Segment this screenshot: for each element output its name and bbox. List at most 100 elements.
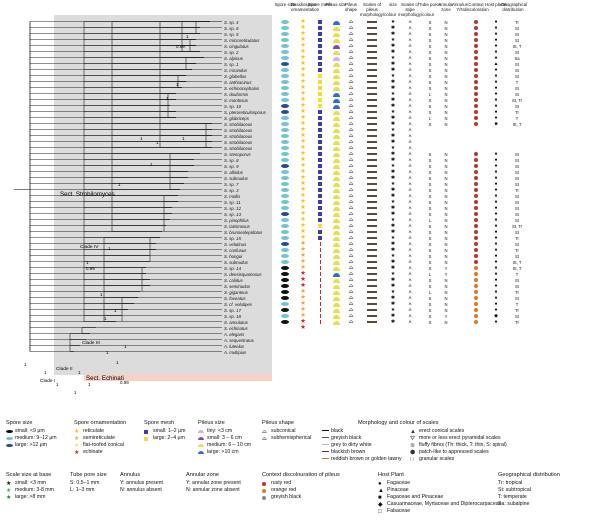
context-discoloration-dot (474, 218, 478, 222)
context-discoloration-dot (474, 86, 478, 90)
mesh-small-square (318, 218, 322, 222)
pileus-shape-icon: ⌓ (348, 193, 354, 199)
legend-host-item: Pinaceae (387, 487, 409, 493)
scale-size-star: ★ (390, 163, 396, 169)
ornamentation-star: ★ (300, 276, 306, 283)
pileus-shape-icon: ⌓ (348, 223, 354, 229)
geo-distribution-value: St, Tr (511, 223, 522, 229)
support-value: 1 (156, 140, 159, 145)
annular-zone-value: N (444, 121, 448, 127)
pileus-size-dome (332, 261, 340, 265)
tube-pore-value: S (428, 295, 432, 301)
context-discoloration-dot (474, 206, 478, 210)
taxon-label: S. sp. 8 (224, 157, 239, 163)
tube-pore-value: L (428, 217, 432, 223)
scale-size-star: ✱ (390, 295, 396, 301)
spore-size-mark (281, 38, 289, 42)
scales-pileus-bar (367, 321, 377, 323)
stipe-scales-icon: ⩚ (408, 19, 412, 25)
host-plant-icon: ● (494, 271, 498, 277)
taxon-label: S. sp. 17 (224, 307, 241, 313)
geo-distribution-value: Tr (515, 187, 519, 193)
tube-pore-value: S (428, 103, 432, 109)
support-value: 1 (114, 308, 117, 313)
taxon-label: S. sp. 9 (224, 163, 239, 169)
clade-label-iv: Clade IV (80, 244, 99, 250)
tube-pore-value: S (428, 265, 432, 271)
ornamentation-star: ★ (300, 102, 306, 109)
stipe-scales-icon: ⩚ (408, 205, 412, 211)
ornamentation-star: ★ (300, 96, 306, 103)
legend-ornamentation-item: echinate (83, 449, 103, 455)
column-header-pileus_size: Pileus size (325, 2, 347, 7)
annular-zone-value: N (444, 283, 448, 289)
pileus-shape-icon: ⌓ (348, 79, 354, 85)
taxon-label: S. confusus (224, 247, 247, 253)
ornamentation-star: ★ (300, 240, 306, 247)
mesh-small-square (318, 140, 322, 144)
mesh-small-square (318, 230, 322, 234)
stipe-scales-icon: ⩚ (408, 247, 412, 253)
mesh-none-bar (319, 284, 321, 288)
host-plant-icon: ● (494, 19, 498, 25)
ornamentation-star: ★ (300, 120, 306, 127)
legend-morph-colour-item: grey to dirty white (331, 442, 372, 448)
tube-pore-value: S (428, 25, 432, 31)
scale-size-star: ✱ (390, 49, 396, 55)
pileus-shape-icon: ⌓ (348, 307, 354, 313)
tube-pore-value: S (428, 97, 432, 103)
taxon-label: S. mollis (224, 193, 241, 199)
scale-size-star: ✱ (390, 229, 396, 235)
taxon-label: S. strobilaceus (224, 145, 253, 151)
scales-pileus-bar (367, 87, 377, 89)
legend-tube-pore-item: S: 0.5–1 mm (70, 480, 100, 486)
pileus-shape-icon: ⌓ (348, 31, 354, 37)
host-plant-icon: ● (494, 43, 498, 49)
context-discoloration-dot (474, 38, 478, 42)
context-discoloration-dot (474, 296, 478, 300)
pileus-shape-icon: ⌓ (348, 259, 354, 265)
spore-size-mark (281, 290, 289, 294)
ornamentation-star: ★ (300, 48, 306, 55)
taxon-label: A. luteolus (224, 343, 245, 349)
legend-ornamentation-item-swatch: ★ (74, 442, 80, 449)
context-discoloration-dot (474, 182, 478, 186)
column-header-sporesize: Spore size (274, 2, 296, 7)
ornamentation-star: ★ (300, 264, 306, 271)
pileus-size-dome (332, 177, 340, 181)
spore-size-mark (281, 308, 289, 312)
pileus-shape-icon: ⌓ (348, 313, 354, 319)
taxon-label: S. sp. 14 (224, 265, 241, 271)
pileus-shape-icon: ⌓ (348, 301, 354, 307)
support-value: 1 (140, 136, 143, 141)
geo-distribution-value: St (515, 61, 519, 67)
host-plant-icon: ● (494, 265, 498, 271)
geo-distribution-value: St (515, 73, 519, 79)
support-value: 1 (176, 82, 179, 87)
legend-mesh-item-swatch (144, 436, 148, 441)
tube-pore-value: S (428, 313, 432, 319)
support-value: 0.99 (86, 266, 95, 271)
annular-zone-value: N (444, 289, 448, 295)
mesh-small-square (318, 26, 322, 30)
scale-size-star: ✱ (390, 85, 396, 91)
scale-size-star: ✱ (390, 223, 396, 229)
pileus-shape-icon: ⌓ (348, 139, 354, 145)
ornamentation-star: ★ (300, 204, 306, 211)
spore-size-mark (281, 254, 289, 258)
taxon-label: S. strobilaceus (224, 139, 253, 145)
taxon-label: S. strobilaceus (224, 127, 253, 133)
support-value: 1 (166, 96, 169, 101)
ornamentation-star: ★ (300, 138, 306, 145)
scales-pileus-bar (367, 207, 377, 209)
mesh-none-bar (319, 254, 321, 258)
mesh-large-square (318, 74, 322, 78)
pileus-size-dome (332, 219, 340, 223)
taxon-label: S. sp. 13 (224, 211, 241, 217)
annular-zone-value: N (444, 43, 448, 49)
scales-pileus-bar (367, 189, 377, 191)
host-plant-icon: ● (494, 253, 498, 259)
pileus-shape-icon: ⌓ (348, 19, 354, 25)
taxon-label: S. subnudus (224, 259, 248, 265)
pileus-size-dome (332, 93, 340, 97)
